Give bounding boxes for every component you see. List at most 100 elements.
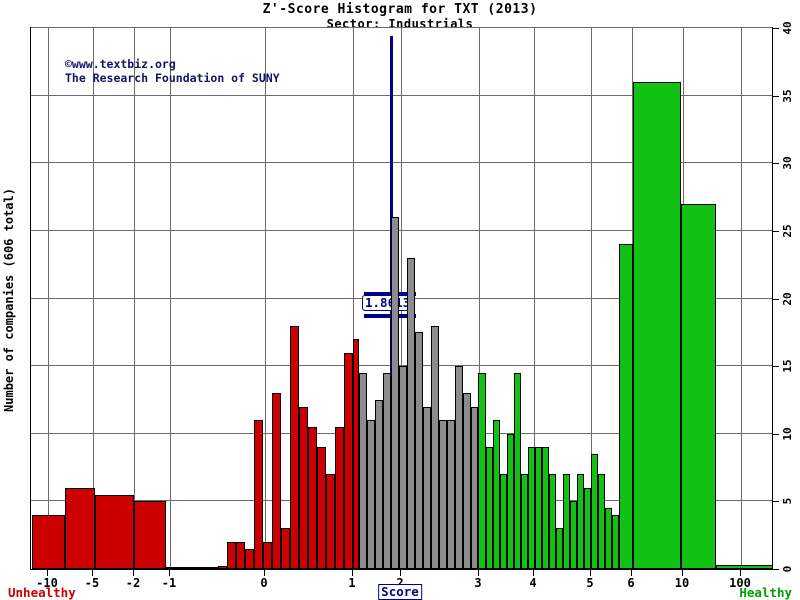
x-axis-tick-label: 1 <box>348 576 356 590</box>
x-axis-tick <box>92 570 93 576</box>
histogram-bar <box>227 541 236 569</box>
y-axis-tick-label: 40 <box>781 21 794 35</box>
y-axis-tick-label: 35 <box>781 89 794 103</box>
grid-line-v <box>265 28 266 569</box>
grid-line-v <box>534 28 535 569</box>
histogram-bar <box>535 447 542 569</box>
grid-line-v <box>134 28 135 569</box>
histogram-bar <box>326 474 335 569</box>
histogram-bar <box>353 339 359 569</box>
histogram-bar <box>563 474 570 569</box>
x-axis-tick-label: -1 <box>161 576 177 590</box>
y-axis-tick <box>773 163 779 165</box>
histogram-bar <box>335 427 344 569</box>
page-title: Z'-Score Histogram for TXT (2013) <box>262 2 538 17</box>
y-axis-tick <box>773 298 779 300</box>
histogram-bar <box>591 454 598 569</box>
histogram-bar <box>681 203 716 569</box>
histogram-bar <box>375 399 383 569</box>
score-value-label: 1.8613 <box>362 295 414 311</box>
histogram-bar <box>166 567 218 569</box>
x-axis-tick-label: 2 <box>396 576 404 590</box>
x-axis-tick <box>478 570 479 576</box>
y-axis-tick-label: 30 <box>781 156 794 170</box>
x-axis-tick <box>740 570 741 576</box>
histogram-bar <box>218 566 227 569</box>
histogram-bar <box>542 447 549 569</box>
histogram-bar <box>493 420 500 569</box>
histogram-bar <box>32 514 65 569</box>
histogram-bar <box>245 548 254 569</box>
grid-line-v <box>741 28 742 569</box>
histogram-bar <box>584 487 591 569</box>
histogram-bar <box>521 474 528 569</box>
histogram-bar <box>65 487 95 569</box>
score-marker-lower-whisker <box>364 314 416 318</box>
grid-line-v <box>170 28 171 569</box>
grid-line-v <box>93 28 94 569</box>
histogram-bar <box>439 420 447 569</box>
histogram-bar <box>633 82 681 569</box>
y-axis-tick <box>773 433 779 435</box>
x-axis-tick-label: -2 <box>125 576 141 590</box>
histogram-bar <box>254 420 263 569</box>
y-axis-tick-label: 20 <box>781 291 794 306</box>
histogram-bar <box>431 325 439 569</box>
x-axis-tick-label: 5 <box>586 576 594 590</box>
histogram-bar <box>290 325 299 569</box>
grid-line-h <box>31 27 772 28</box>
histogram-bar <box>577 474 584 569</box>
x-axis-tick <box>352 570 353 576</box>
y-axis-title: Number of companies (606 total) <box>2 188 16 412</box>
histogram-bar <box>134 501 166 569</box>
x-axis-tick <box>133 570 134 576</box>
histogram-bar <box>317 447 326 569</box>
histogram-bar <box>612 514 619 569</box>
x-axis-tick-label: 100 <box>729 576 751 590</box>
y-axis-tick <box>773 28 779 29</box>
histogram-bar <box>528 447 535 569</box>
y-axis-tick-label: 5 <box>781 498 794 505</box>
plot-area: ©www.textbiz.org The Research Foundation… <box>30 27 773 570</box>
histogram-bar <box>486 447 493 569</box>
histogram-bar <box>447 420 455 569</box>
x-axis-tick <box>682 570 683 576</box>
histogram-bar <box>383 372 391 569</box>
y-axis-tick-label: 10 <box>781 427 794 441</box>
watermark-line2: The Research Foundation of SUNY <box>65 70 280 85</box>
histogram-bar <box>299 406 308 569</box>
x-axis-tick <box>169 570 170 576</box>
histogram-bar <box>471 406 478 569</box>
x-axis-tick <box>631 570 632 576</box>
histogram-bar <box>619 244 633 569</box>
y-axis-tick-label: 15 <box>781 359 794 373</box>
histogram-bar <box>500 474 507 569</box>
histogram-bar <box>344 352 353 569</box>
histogram-bar <box>514 372 521 569</box>
x-axis-tick-label: -10 <box>36 576 58 590</box>
histogram-bar <box>415 332 423 569</box>
histogram-bar <box>407 257 415 569</box>
grid-line-v <box>48 28 49 569</box>
x-axis-tick <box>400 570 401 576</box>
x-axis-tick-label: 3 <box>474 576 482 590</box>
grid-line-v <box>591 28 592 569</box>
histogram-bar <box>236 541 245 569</box>
histogram-bar <box>399 366 407 569</box>
x-axis-tick-label: 10 <box>674 576 690 590</box>
grid-line-v <box>353 28 354 569</box>
y-axis-tick <box>773 230 779 232</box>
histogram-bar <box>359 372 367 569</box>
histogram-bar <box>391 217 399 569</box>
histogram-bar <box>598 474 605 569</box>
x-axis-tick-label: 4 <box>529 576 537 590</box>
x-axis-title: Score <box>378 584 422 600</box>
y-axis-tick <box>773 95 779 97</box>
histogram-bar <box>455 366 463 569</box>
histogram-bar <box>549 474 556 569</box>
unhealthy-label: Unhealthy <box>8 585 76 600</box>
y-axis-tick <box>773 501 779 503</box>
histogram-bar <box>367 420 375 569</box>
x-axis-tick <box>47 570 48 576</box>
